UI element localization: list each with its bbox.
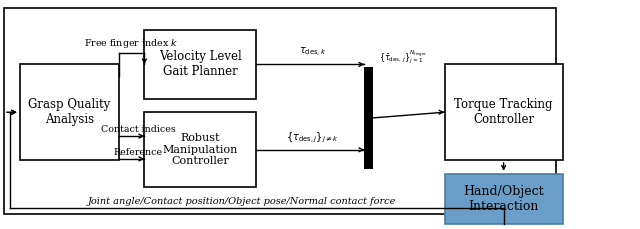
- Text: Free finger index $k$: Free finger index $k$: [84, 37, 179, 50]
- Text: Velocity Level
Gait Planner: Velocity Level Gait Planner: [159, 50, 242, 78]
- Bar: [364, 67, 372, 169]
- Text: Joint angle/Contact position/Object pose/Normal contact force: Joint angle/Contact position/Object pose…: [88, 196, 396, 206]
- Text: Contact indices: Contact indices: [100, 125, 175, 134]
- Text: $\{\tau_{\mathrm{des},j}\}_{j \neq k}$: $\{\tau_{\mathrm{des},j}\}_{j \neq k}$: [286, 131, 339, 145]
- Bar: [20, 64, 119, 160]
- Bar: [145, 30, 256, 98]
- Text: $\{\bar{\tau}_{\mathrm{des},\,j}\}_{j=1}^{N_{\mathrm{finger}}}$: $\{\bar{\tau}_{\mathrm{des},\,j}\}_{j=1}…: [379, 48, 428, 65]
- Text: Robust
Manipulation
Controller: Robust Manipulation Controller: [163, 133, 238, 166]
- Text: $\tau_{\mathrm{des},k}$: $\tau_{\mathrm{des},k}$: [298, 46, 326, 59]
- Bar: [145, 112, 256, 187]
- Bar: [445, 64, 563, 160]
- Bar: [445, 174, 563, 224]
- Text: Hand/Object
Interaction: Hand/Object Interaction: [463, 185, 544, 213]
- Text: Reference: Reference: [113, 148, 163, 157]
- Bar: [4, 8, 556, 213]
- Text: Grasp Quality
Analysis: Grasp Quality Analysis: [28, 98, 111, 126]
- Text: Torque Tracking
Controller: Torque Tracking Controller: [454, 98, 553, 126]
